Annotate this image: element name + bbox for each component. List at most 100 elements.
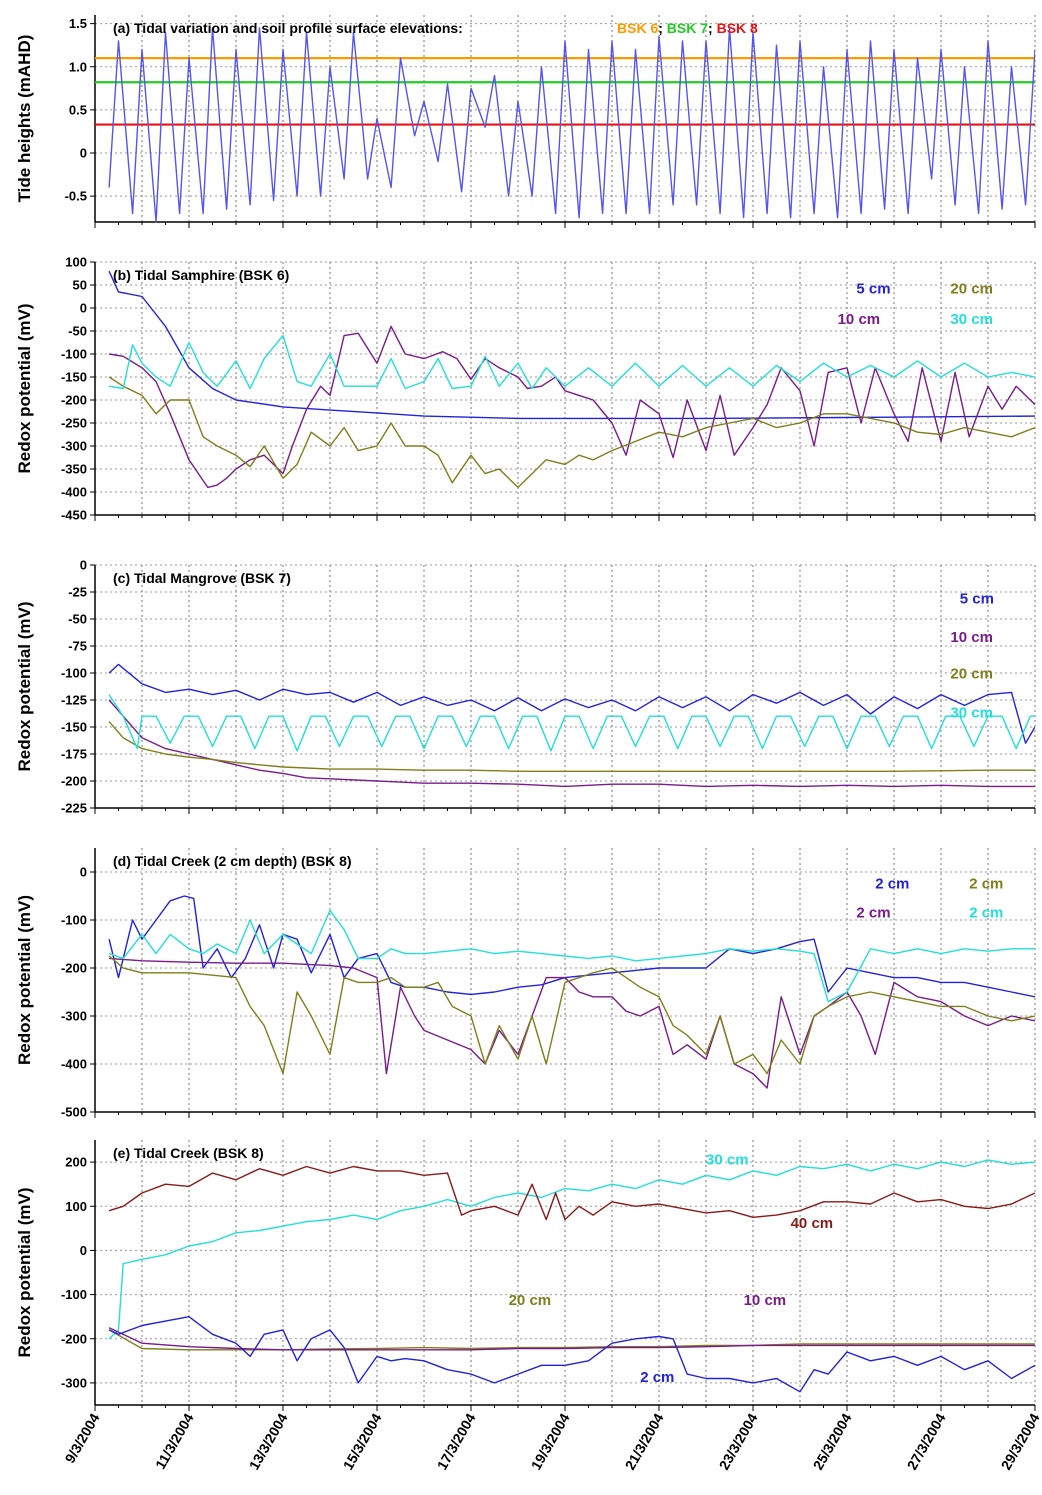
y-tick-label: -250: [61, 416, 87, 431]
x-tick-label: 17/3/2004: [434, 1410, 479, 1472]
legend-label: 40 cm: [791, 1215, 834, 1232]
x-tick-label: 13/3/2004: [246, 1410, 291, 1472]
panel-title-legend-part: ;: [708, 20, 717, 36]
legend-label: 2 cm: [640, 1369, 674, 1386]
y-tick-label: -225: [61, 801, 87, 816]
x-tick-label: 19/3/2004: [528, 1410, 573, 1472]
panel-e: 200 100 0 -100 -200 -300 Redox potential (mV) (…: [15, 1140, 1036, 1411]
series-line-30-cm-cyan: [108, 334, 1035, 390]
y-tick-label: -200: [61, 393, 87, 408]
y-tick-label: -175: [61, 747, 87, 762]
legend-label: 5 cm: [856, 281, 890, 298]
y-axis-title: Redox potential (mV): [15, 303, 34, 473]
series-line-10-cm-purple: [108, 325, 1035, 489]
panel-title: (e) Tidal Creek (BSK 8): [113, 1145, 264, 1161]
legend-label: 10 cm: [950, 629, 993, 646]
series-line-10-cm-purple: [108, 1327, 1035, 1351]
series-line-30-cm-cyan: [108, 1159, 1035, 1340]
y-tick-label: -300: [61, 1009, 87, 1024]
y-tick-label: -25: [68, 585, 87, 600]
series-line-2-cm-blue: [108, 895, 1035, 998]
panel-title-legend-part: BSK 7: [667, 20, 708, 36]
y-tick-label: 1.0: [69, 59, 87, 74]
panel-title: (b) Tidal Samphire (BSK 6): [113, 267, 289, 283]
y-tick-label: -50: [68, 612, 87, 627]
panel-c: 0 -25 -50 -75 -100 -125 -150 -175 -200 -225 Redox …: [15, 558, 1036, 816]
y-tick-label: 100: [65, 255, 87, 270]
x-tick-label: 11/3/2004: [152, 1410, 197, 1471]
y-tick-label: -100: [61, 913, 87, 928]
y-tick-label: -450: [61, 508, 87, 523]
legend-label: 2 cm: [875, 875, 909, 892]
legend-label: 30 cm: [706, 1152, 749, 1169]
panel-title-legend: BSK 6; BSK 7; BSK 8: [617, 20, 758, 36]
y-tick-label: -150: [61, 720, 87, 735]
y-tick-label: -100: [61, 347, 87, 362]
legend-label: 2 cm: [969, 875, 1003, 892]
y-tick-label: -100: [61, 1287, 87, 1302]
y-tick-label: 1.5: [69, 16, 87, 31]
series-line-20-cm-olive: [108, 721, 1035, 772]
y-tick-label: -300: [61, 439, 87, 454]
panel-title-legend-part: BSK 8: [717, 20, 758, 36]
series-line-10-cm-purple: [108, 699, 1035, 788]
legend-label: 2 cm: [969, 904, 1003, 921]
y-tick-label: -500: [61, 1105, 87, 1120]
y-tick-label: -350: [61, 462, 87, 477]
series-line-20-cm-olive: [108, 376, 1035, 489]
y-tick-label: -0.5: [65, 189, 87, 204]
series-line-2-cm-cyan: [108, 909, 1035, 1003]
series-line-5-cm-blue: [108, 270, 1035, 420]
series-line-2-cm-purple: [109, 957, 1035, 1089]
y-tick-label: -150: [61, 370, 87, 385]
y-tick-label: 0: [80, 558, 87, 573]
series-line-40-cm-maroon: [108, 1165, 1035, 1221]
y-tick-label: 100: [65, 1199, 87, 1214]
panel-title: (c) Tidal Mangrove (BSK 7): [113, 570, 291, 586]
panel-title: (d) Tidal Creek (2 cm depth) (BSK 8): [113, 853, 352, 869]
x-tick-label: 15/3/2004: [340, 1410, 385, 1472]
y-tick-label: -200: [61, 961, 87, 976]
legend-label: 2 cm: [856, 904, 890, 921]
panel-a: 1.5 1.0 0.5 0 -0.5 Tide heights (mAHD) (a) Tid…: [15, 15, 1036, 228]
y-tick-label: -50: [68, 324, 87, 339]
y-tick-label: 200: [65, 1155, 87, 1170]
y-tick-label: 50: [73, 278, 87, 293]
legend-label: 5 cm: [960, 590, 994, 607]
x-tick-label: 29/3/2004: [998, 1410, 1042, 1472]
panel-b: 100 50 0 -50 -100 -150 -200 -250 -300 -350 -400 -45…: [15, 255, 1036, 523]
x-tick-label: 25/3/2004: [810, 1410, 855, 1472]
y-tick-label: 0: [80, 865, 87, 880]
panel-title: (a) Tidal variation and soil profile sur…: [113, 20, 463, 36]
x-tick-label: 9/3/2004: [61, 1410, 102, 1465]
series-line-20-cm-olive: [108, 1329, 1035, 1351]
panel-title-legend-part: ;: [658, 20, 667, 36]
series-line-2-cm-blue: [108, 1315, 1035, 1393]
y-tick-label: 0: [80, 146, 87, 161]
series-line-5-cm-blue: [108, 663, 1035, 744]
legend-label: 20 cm: [509, 1292, 552, 1309]
y-axis-title: Redox potential (mV): [15, 1187, 34, 1357]
x-tick-label: 23/3/2004: [716, 1410, 761, 1472]
legend-label: 20 cm: [950, 666, 993, 683]
y-tick-label: -200: [61, 1331, 87, 1346]
y-tick-label: 0.5: [69, 102, 87, 117]
y-tick-label: 0: [80, 301, 87, 316]
y-tick-label: -75: [68, 639, 87, 654]
y-tick-label: 0: [80, 1243, 87, 1258]
panel-title-legend-part: BSK 6: [617, 20, 658, 36]
series-line-2-cm-olive: [108, 955, 1035, 1075]
legend-label: 10 cm: [838, 311, 881, 328]
y-tick-label: -400: [61, 1057, 87, 1072]
legend-label: 30 cm: [950, 311, 993, 328]
legend-label: 20 cm: [950, 281, 993, 298]
legend-label: 30 cm: [950, 705, 993, 722]
y-tick-label: -400: [61, 485, 87, 500]
y-tick-label: -125: [61, 693, 87, 708]
y-tick-label: -300: [61, 1375, 87, 1390]
y-axis-title: Redox potential (mV): [15, 601, 34, 771]
panel-d: 0 -100 -200 -300 -400 -500 Redox potential (mV…: [15, 848, 1036, 1120]
legend-label: 10 cm: [744, 1292, 787, 1309]
series-line-30-cm-cyan: [108, 694, 1035, 752]
